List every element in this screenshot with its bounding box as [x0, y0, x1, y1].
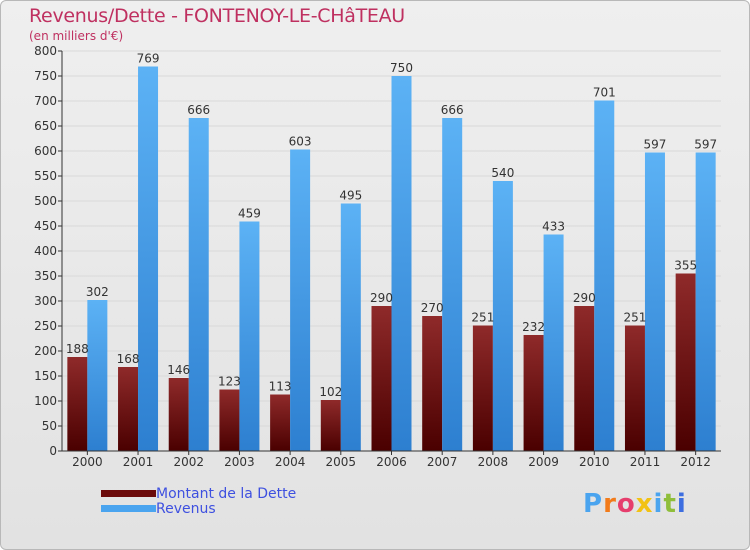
legend-swatch-revenus: [101, 505, 156, 512]
bar-revenus: [239, 221, 260, 451]
logo-letter: P: [583, 489, 604, 519]
data-label: 666: [441, 103, 464, 117]
data-label: 168: [117, 352, 140, 366]
y-tick-label: 350: [34, 269, 57, 283]
data-label: 251: [624, 311, 647, 325]
y-tick-label: 100: [34, 394, 57, 408]
data-label: 666: [187, 103, 210, 117]
bar-revenus: [188, 118, 209, 451]
data-label: 701: [593, 86, 616, 100]
x-tick-label: 2011: [630, 455, 661, 469]
data-label: 188: [66, 342, 89, 356]
logo-letter: t: [663, 489, 677, 519]
data-label: 232: [522, 320, 545, 334]
y-tick-label: 250: [34, 319, 57, 333]
chart-subtitle: (en milliers d'€): [29, 29, 124, 43]
bar-dette: [574, 306, 595, 451]
data-label: 597: [694, 138, 717, 152]
y-tick-label: 650: [34, 119, 57, 133]
y-tick-label: 750: [34, 69, 57, 83]
data-label: 459: [238, 207, 261, 221]
y-tick-label: 800: [34, 44, 57, 58]
data-label: 433: [542, 220, 565, 234]
x-tick-label: 2005: [326, 455, 357, 469]
legend-swatch-dette: [101, 490, 156, 497]
bar-revenus: [644, 152, 665, 451]
logo-letter: o: [616, 489, 636, 519]
y-tick-label: 50: [42, 419, 57, 433]
data-label: 355: [674, 259, 697, 273]
y-tick-label: 550: [34, 169, 57, 183]
y-tick-label: 300: [34, 294, 57, 308]
logo-letter: r: [603, 489, 617, 519]
x-tick-label: 2010: [579, 455, 610, 469]
data-label: 603: [289, 135, 312, 149]
bar-revenus: [340, 203, 361, 451]
bar-dette: [624, 325, 645, 451]
bar-revenus: [290, 149, 311, 451]
bar-dette: [472, 325, 493, 451]
bar-dette: [422, 316, 443, 451]
x-tick-label: 2007: [427, 455, 458, 469]
y-tick-label: 200: [34, 344, 57, 358]
bar-dette: [270, 394, 291, 451]
data-label: 769: [137, 52, 160, 66]
data-label: 102: [319, 385, 342, 399]
chart-title: Revenus/Dette - FONTENOY-LE-CHâTEAU: [29, 5, 405, 27]
proxiti-logo: Proxiti: [583, 489, 687, 519]
data-label: 290: [573, 291, 596, 305]
x-tick-label: 2006: [376, 455, 407, 469]
data-label: 597: [644, 138, 667, 152]
bar-dette: [118, 367, 139, 451]
x-tick-label: 2009: [528, 455, 559, 469]
bar-dette: [67, 357, 88, 451]
bar-revenus: [594, 100, 615, 451]
y-tick-label: 500: [34, 194, 57, 208]
data-label: 123: [218, 375, 241, 389]
data-label: 540: [491, 166, 514, 180]
data-label: 113: [269, 380, 292, 394]
x-tick-label: 2001: [123, 455, 154, 469]
bar-revenus: [138, 66, 159, 451]
bar-revenus: [391, 76, 412, 451]
y-tick-label: 700: [34, 94, 57, 108]
bar-dette: [675, 273, 696, 451]
legend-label-revenus: Revenus: [156, 501, 216, 517]
bar-revenus: [492, 181, 513, 451]
data-label: 146: [167, 363, 190, 377]
y-tick-label: 600: [34, 144, 57, 158]
data-label: 251: [471, 311, 494, 325]
bar-revenus: [543, 234, 564, 451]
x-tick-label: 2008: [478, 455, 509, 469]
data-label: 495: [339, 189, 362, 203]
x-tick-label: 2002: [173, 455, 204, 469]
bar-dette: [523, 335, 544, 451]
x-tick-label: 2012: [680, 455, 711, 469]
bar-dette: [219, 389, 240, 451]
logo-letter: x: [635, 489, 654, 519]
bar-revenus: [87, 300, 108, 451]
bar-dette: [371, 306, 392, 451]
bar-dette: [168, 378, 189, 451]
y-tick-label: 150: [34, 369, 57, 383]
data-label: 302: [86, 285, 109, 299]
bar-revenus: [442, 118, 463, 451]
data-label: 290: [370, 291, 393, 305]
logo-letter: i: [653, 489, 664, 519]
data-label: 270: [421, 301, 444, 315]
legend-label-dette: Montant de la Dette: [156, 486, 297, 502]
data-label: 750: [390, 61, 413, 75]
logo-letter: i: [676, 489, 687, 519]
x-tick-label: 2004: [275, 455, 306, 469]
bar-revenus: [695, 152, 716, 451]
y-tick-label: 400: [34, 244, 57, 258]
x-tick-label: 2003: [224, 455, 255, 469]
y-tick-label: 0: [49, 444, 57, 458]
x-tick-label: 2000: [72, 455, 103, 469]
y-tick-label: 450: [34, 219, 57, 233]
bar-dette: [320, 400, 341, 451]
